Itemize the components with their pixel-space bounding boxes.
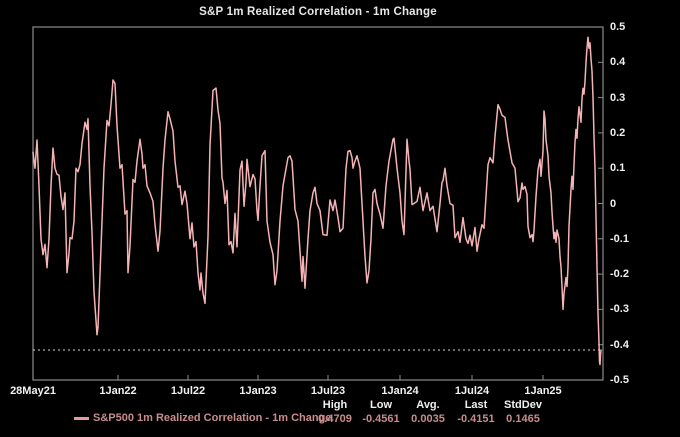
y-tick-label: -0.5: [610, 374, 629, 386]
x-tick-label: 1Jul23: [310, 385, 346, 397]
x-tick-label: 1Jan24: [381, 385, 419, 397]
x-tick-label: 1Jan23: [239, 385, 277, 397]
y-tick-label: 0.4: [610, 56, 626, 69]
x-tick-label: 1Jul22: [170, 385, 206, 397]
y-tick-label: 0: [610, 197, 617, 210]
y-tick-label: -0.1: [610, 232, 629, 245]
correlation-series-line: [32, 36, 602, 366]
y-tick-label: 0.3: [610, 91, 626, 104]
stat-stddev-label: StdDev: [504, 399, 542, 411]
stat-high-value: 0.4709: [318, 413, 352, 425]
stat-stddev-value: 0.1465: [506, 413, 540, 425]
y-tick-label: 0.5: [610, 21, 626, 33]
x-tick-label: 1Jan22: [99, 385, 137, 397]
stat-high-label: High: [322, 399, 348, 411]
plot-frame: [32, 26, 604, 381]
x-tick-label: 1Jan25: [524, 385, 562, 397]
stat-low-value: -0.4561: [362, 413, 400, 425]
stat-avg-value: 0.0035: [411, 413, 445, 425]
x-tick-label: 1Jul24: [454, 385, 490, 397]
y-tick-label: -0.3: [610, 303, 629, 316]
y-tick-label: 0.2: [610, 126, 626, 139]
page-title: S&P 1m Realized Correlation - 1m Change: [199, 6, 437, 18]
x-tick-label: 28May21: [10, 385, 56, 397]
legend-series-label: S&P500 1m Realized Correlation - 1m Chan…: [93, 412, 332, 424]
stat-low-label: Low: [370, 399, 392, 411]
stat-last-value: -0.4151: [457, 413, 495, 425]
stat-last-label: Last: [464, 399, 488, 411]
stat-avg-label: Avg.: [416, 399, 440, 411]
legend-line-swatch: [74, 417, 89, 420]
y-tick-label: -0.4: [610, 338, 629, 351]
y-tick-label: -0.2: [610, 268, 629, 281]
chart-legend: S&P500 1m Realized Correlation - 1m Chan…: [0, 412, 680, 428]
y-tick-label: 0.1: [610, 162, 626, 175]
